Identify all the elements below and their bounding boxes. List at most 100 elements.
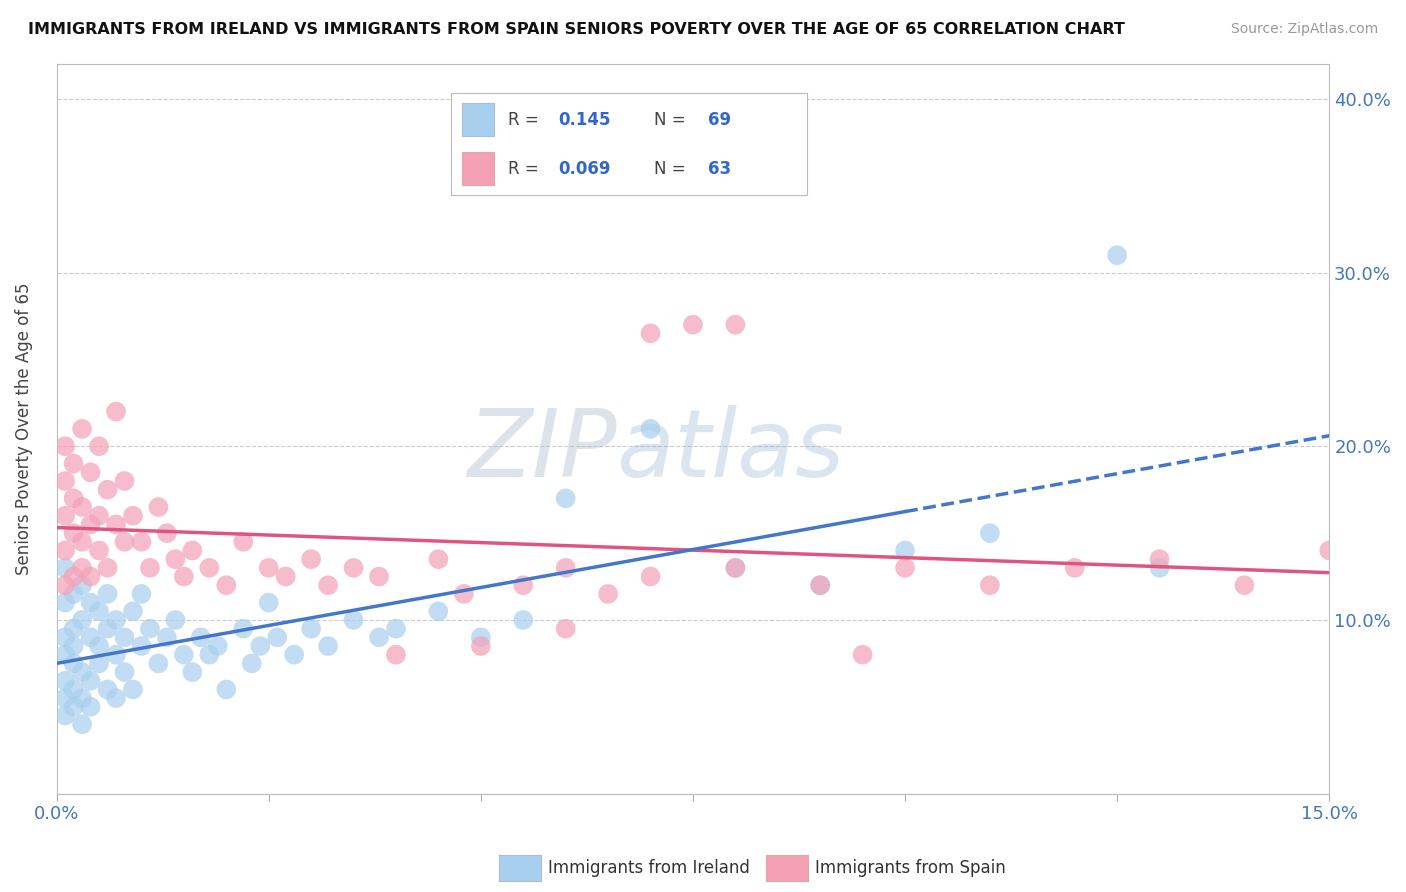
Point	[62, 682, 84, 697]
Point	[53, 691, 76, 706]
Point	[53, 578, 76, 592]
Point	[96, 587, 118, 601]
Point	[79, 673, 101, 688]
Point	[316, 578, 339, 592]
Point	[299, 622, 322, 636]
Point	[453, 587, 475, 601]
Text: IMMIGRANTS FROM IRELAND VS IMMIGRANTS FROM SPAIN SENIORS POVERTY OVER THE AGE OF: IMMIGRANTS FROM IRELAND VS IMMIGRANTS FR…	[28, 22, 1125, 37]
Point	[232, 622, 254, 636]
Point	[131, 639, 153, 653]
Point	[53, 561, 76, 575]
Text: Source: ZipAtlas.com: Source: ZipAtlas.com	[1230, 22, 1378, 37]
Point	[1063, 561, 1085, 575]
Point	[62, 587, 84, 601]
Text: ZIP: ZIP	[467, 405, 617, 496]
Point	[105, 404, 128, 418]
Point	[274, 569, 297, 583]
Point	[70, 561, 93, 575]
Point	[894, 543, 917, 558]
Point	[122, 682, 145, 697]
Point	[156, 526, 179, 541]
Point	[808, 578, 831, 592]
Point	[266, 630, 288, 644]
Point	[554, 561, 576, 575]
Point	[342, 613, 364, 627]
Point	[79, 465, 101, 479]
Point	[79, 596, 101, 610]
Point	[427, 604, 450, 618]
Point	[62, 622, 84, 636]
Point	[554, 622, 576, 636]
Point	[70, 691, 93, 706]
Point	[554, 491, 576, 506]
Text: Immigrants from Ireland: Immigrants from Ireland	[548, 859, 751, 877]
Point	[70, 578, 93, 592]
Point	[512, 613, 534, 627]
Point	[1233, 578, 1256, 592]
Point	[139, 561, 162, 575]
Point	[105, 691, 128, 706]
Point	[114, 534, 136, 549]
Point	[87, 543, 110, 558]
Point	[207, 639, 229, 653]
Point	[62, 569, 84, 583]
Point	[1317, 543, 1340, 558]
Point	[87, 657, 110, 671]
Point	[198, 648, 221, 662]
Point	[368, 630, 391, 644]
Point	[79, 699, 101, 714]
Point	[198, 561, 221, 575]
Point	[512, 578, 534, 592]
Point	[283, 648, 305, 662]
Point	[368, 569, 391, 583]
Point	[62, 526, 84, 541]
Point	[62, 657, 84, 671]
Point	[79, 569, 101, 583]
Point	[70, 613, 93, 627]
Point	[96, 622, 118, 636]
Point	[53, 630, 76, 644]
Y-axis label: Seniors Poverty Over the Age of 65: Seniors Poverty Over the Age of 65	[15, 283, 32, 575]
Point	[181, 665, 204, 679]
Point	[70, 422, 93, 436]
Point	[87, 439, 110, 453]
Text: atlas: atlas	[617, 405, 845, 496]
Point	[53, 596, 76, 610]
Point	[190, 630, 212, 644]
Point	[96, 682, 118, 697]
Point	[852, 648, 875, 662]
Text: Immigrants from Spain: Immigrants from Spain	[815, 859, 1007, 877]
Point	[70, 717, 93, 731]
Point	[342, 561, 364, 575]
Point	[215, 578, 238, 592]
Point	[232, 534, 254, 549]
Point	[114, 665, 136, 679]
Point	[62, 491, 84, 506]
Point	[470, 630, 492, 644]
Point	[640, 569, 662, 583]
Point	[385, 622, 408, 636]
Point	[122, 508, 145, 523]
Point	[1149, 561, 1171, 575]
Point	[427, 552, 450, 566]
Point	[979, 526, 1001, 541]
Point	[165, 552, 187, 566]
Point	[596, 587, 619, 601]
Point	[87, 604, 110, 618]
Point	[53, 708, 76, 723]
Point	[53, 474, 76, 488]
Point	[105, 648, 128, 662]
Point	[724, 318, 747, 332]
Point	[53, 508, 76, 523]
Point	[62, 457, 84, 471]
Point	[70, 500, 93, 514]
Point	[53, 673, 76, 688]
Point	[114, 630, 136, 644]
Point	[640, 422, 662, 436]
Point	[70, 665, 93, 679]
Point	[894, 561, 917, 575]
Point	[385, 648, 408, 662]
Point	[105, 613, 128, 627]
Point	[173, 648, 195, 662]
Point	[640, 326, 662, 341]
